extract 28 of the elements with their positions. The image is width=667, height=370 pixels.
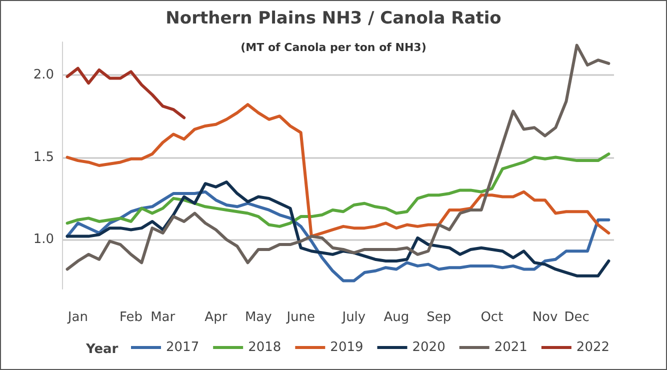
x-tick-label: Dec [564, 310, 590, 325]
y-tick-label: 2.0 [33, 67, 54, 82]
legend-label: 2021 [494, 340, 528, 355]
legend-label: 2018 [248, 340, 282, 355]
chart-subtitle: (MT of Canola per ton of NH3) [240, 41, 426, 54]
y-tick-label: 1.0 [33, 232, 54, 248]
line-series [66, 44, 610, 271]
x-tick-label: May [244, 310, 272, 325]
x-tick-label: June [286, 310, 315, 325]
legend-label: 2020 [412, 340, 446, 355]
x-tick-label: Apr [204, 310, 228, 325]
y-tick-label: 1.5 [33, 150, 54, 165]
legend-title: Year [85, 342, 119, 357]
x-tick-label: Aug [384, 310, 410, 325]
x-tick-label: Feb [119, 310, 143, 325]
x-tick-label: Mar [150, 310, 176, 325]
legend-label: 2019 [330, 340, 364, 355]
chart-title: Northern Plains NH3 / Canola Ratio [166, 8, 502, 28]
legend-label: 2022 [576, 340, 610, 355]
x-tick-label: Sep [426, 310, 452, 325]
line-series [66, 152, 610, 228]
legend-label: 2017 [166, 340, 200, 355]
x-tick-label: Nov [532, 310, 558, 325]
x-tick-label: Oct [480, 310, 504, 325]
x-tick-label: July [341, 310, 366, 325]
x-tick-label: Jan [66, 310, 88, 325]
line-series [66, 103, 610, 238]
line-series [66, 66, 186, 120]
